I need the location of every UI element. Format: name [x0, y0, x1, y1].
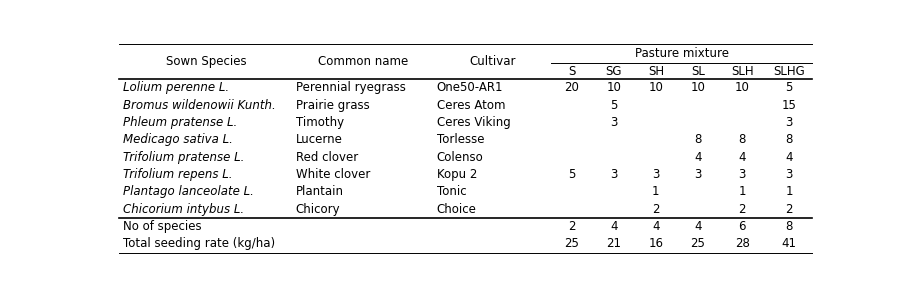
- Text: 2: 2: [785, 203, 793, 216]
- Text: 3: 3: [694, 168, 702, 181]
- Text: 4: 4: [652, 220, 660, 233]
- Text: 4: 4: [694, 151, 702, 164]
- Text: Tonic: Tonic: [437, 185, 466, 198]
- Text: Ceres Viking: Ceres Viking: [437, 116, 511, 129]
- Text: 8: 8: [785, 220, 793, 233]
- Text: Plantain: Plantain: [295, 185, 344, 198]
- Text: SH: SH: [648, 65, 664, 78]
- Text: 4: 4: [785, 151, 793, 164]
- Text: 2: 2: [652, 203, 660, 216]
- Text: Torlesse: Torlesse: [437, 133, 484, 146]
- Text: No of species: No of species: [124, 220, 202, 233]
- Text: Timothy: Timothy: [295, 116, 344, 129]
- Text: Colenso: Colenso: [437, 151, 484, 164]
- Text: 3: 3: [785, 116, 793, 129]
- Text: 1: 1: [785, 185, 793, 198]
- Text: 4: 4: [610, 220, 618, 233]
- Text: Cultivar: Cultivar: [469, 55, 515, 68]
- Text: One50-AR1: One50-AR1: [437, 81, 504, 94]
- Text: 28: 28: [734, 238, 750, 250]
- Text: Kopu 2: Kopu 2: [437, 168, 477, 181]
- Text: 1: 1: [738, 185, 746, 198]
- Text: 10: 10: [606, 81, 622, 94]
- Text: 10: 10: [648, 81, 664, 94]
- Text: 6: 6: [738, 220, 746, 233]
- Text: White clover: White clover: [295, 168, 370, 181]
- Text: 5: 5: [785, 81, 793, 94]
- Text: SL: SL: [691, 65, 704, 78]
- Text: SLH: SLH: [731, 65, 754, 78]
- Text: Chicorium intybus L.: Chicorium intybus L.: [124, 203, 245, 216]
- Text: SG: SG: [605, 65, 622, 78]
- Text: Sown Species: Sown Species: [165, 55, 246, 68]
- Text: Lolium perenne L.: Lolium perenne L.: [124, 81, 230, 94]
- Text: 3: 3: [785, 168, 793, 181]
- Text: 16: 16: [648, 238, 664, 250]
- Text: Plantago lanceolate L.: Plantago lanceolate L.: [124, 185, 255, 198]
- Text: 15: 15: [782, 98, 796, 112]
- Text: 25: 25: [691, 238, 705, 250]
- Text: Phleum pratense L.: Phleum pratense L.: [124, 116, 238, 129]
- Text: Red clover: Red clover: [295, 151, 358, 164]
- Text: 2: 2: [568, 220, 575, 233]
- Text: Trifolium repens L.: Trifolium repens L.: [124, 168, 233, 181]
- Text: Ceres Atom: Ceres Atom: [437, 98, 505, 112]
- Text: Prairie grass: Prairie grass: [295, 98, 369, 112]
- Text: 10: 10: [691, 81, 705, 94]
- Text: 20: 20: [564, 81, 579, 94]
- Text: Choice: Choice: [437, 203, 476, 216]
- Text: 25: 25: [564, 238, 579, 250]
- Text: 8: 8: [785, 133, 793, 146]
- Text: 5: 5: [568, 168, 575, 181]
- Text: SLHG: SLHG: [774, 65, 805, 78]
- Text: Chicory: Chicory: [295, 203, 340, 216]
- Text: Perennial ryegrass: Perennial ryegrass: [295, 81, 405, 94]
- Text: 10: 10: [734, 81, 750, 94]
- Text: 4: 4: [694, 220, 702, 233]
- Text: S: S: [568, 65, 575, 78]
- Text: 3: 3: [610, 168, 617, 181]
- Text: Common name: Common name: [318, 55, 408, 68]
- Text: 4: 4: [738, 151, 746, 164]
- Text: 3: 3: [739, 168, 746, 181]
- Text: Lucerne: Lucerne: [295, 133, 343, 146]
- Text: 3: 3: [653, 168, 660, 181]
- Text: 2: 2: [738, 203, 746, 216]
- Text: 8: 8: [694, 133, 702, 146]
- Text: Bromus wildenowii Kunth.: Bromus wildenowii Kunth.: [124, 98, 276, 112]
- Text: Pasture mixture: Pasture mixture: [634, 47, 729, 60]
- Text: 3: 3: [610, 116, 617, 129]
- Text: Total seeding rate (kg/ha): Total seeding rate (kg/ha): [124, 238, 275, 250]
- Text: 1: 1: [652, 185, 660, 198]
- Text: 5: 5: [610, 98, 617, 112]
- Text: Trifolium pratense L.: Trifolium pratense L.: [124, 151, 245, 164]
- Text: 8: 8: [739, 133, 746, 146]
- Text: 41: 41: [782, 238, 796, 250]
- Text: 21: 21: [606, 238, 622, 250]
- Text: Medicago sativa L.: Medicago sativa L.: [124, 133, 234, 146]
